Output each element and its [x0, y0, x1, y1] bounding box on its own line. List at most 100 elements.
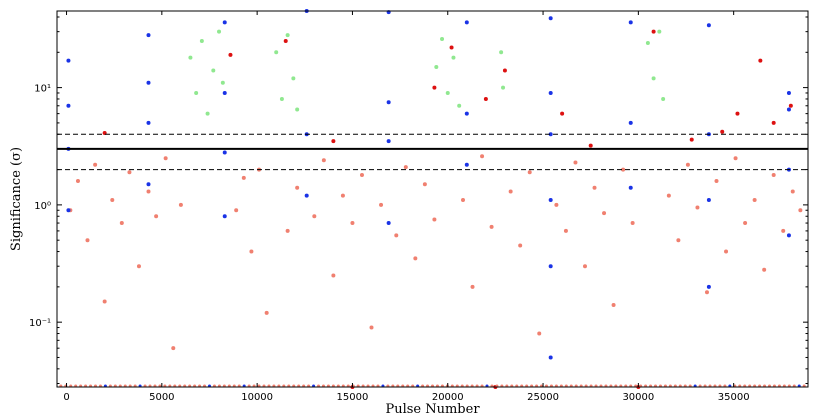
data-point [573, 160, 578, 165]
data-point [758, 58, 763, 63]
data-point [714, 178, 719, 183]
data-point [548, 132, 553, 137]
data-point [685, 162, 690, 167]
data-point [440, 36, 445, 41]
data-point [222, 90, 227, 95]
x-tick-label: 15000 [337, 392, 369, 403]
data-point [304, 193, 309, 198]
data-point [704, 290, 709, 295]
data-point [762, 267, 767, 272]
data-point [295, 185, 300, 190]
data-point [689, 137, 694, 142]
y-tick-label: 10⁰ [34, 201, 51, 212]
data-point [621, 167, 626, 172]
data-point [222, 214, 227, 219]
data-point [449, 45, 454, 50]
data-point [563, 228, 568, 233]
data-point [379, 202, 384, 207]
data-point [386, 100, 391, 105]
data-point [264, 310, 269, 315]
data-point [369, 325, 374, 330]
data-point [554, 202, 559, 207]
data-point [548, 90, 553, 95]
data-point [788, 103, 793, 108]
data-point [489, 224, 494, 229]
data-point [611, 303, 616, 308]
data-point [321, 158, 326, 163]
data-point [464, 20, 469, 25]
data-point [386, 221, 391, 226]
data-point [781, 228, 786, 233]
data-point [205, 111, 210, 116]
data-point [85, 238, 90, 243]
data-point [464, 162, 469, 167]
data-point [283, 38, 288, 43]
data-point [706, 198, 711, 203]
data-point [771, 120, 776, 125]
data-point [340, 193, 345, 198]
data-point [136, 264, 141, 269]
data-point [403, 165, 408, 170]
data-point [228, 52, 233, 57]
data-point [470, 284, 475, 289]
data-point [295, 107, 300, 112]
data-point [66, 103, 71, 108]
data-point [386, 139, 391, 144]
data-point [432, 217, 437, 222]
data-point [602, 211, 607, 216]
x-tick-label: 30000 [622, 392, 654, 403]
data-point [178, 202, 183, 207]
data-point [548, 198, 553, 203]
data-point [119, 221, 124, 226]
data-point [628, 20, 633, 25]
data-point [432, 85, 437, 90]
data-point [93, 162, 98, 167]
data-point [706, 284, 711, 289]
data-point [146, 189, 151, 194]
data-point [171, 346, 176, 351]
points-layer [59, 9, 806, 389]
threshold-lines [57, 133, 808, 171]
data-point [217, 29, 222, 34]
data-point [786, 107, 791, 112]
x-axis-ticks: 0 5000 10000 15000 20000 25000 30000 35000 [63, 11, 750, 403]
data-point [790, 189, 795, 194]
data-point [457, 103, 462, 108]
data-point [163, 156, 168, 161]
y-tick-label: 10⁻¹ [29, 318, 51, 329]
data-point [480, 154, 485, 159]
x-tick-label: 0 [63, 392, 69, 403]
data-point [241, 175, 246, 180]
data-point [154, 214, 159, 219]
data-point [222, 150, 227, 155]
data-point [651, 76, 656, 81]
data-point [676, 238, 681, 243]
data-point [331, 273, 336, 278]
data-point [752, 198, 757, 203]
data-point [592, 185, 597, 190]
data-point [285, 33, 290, 38]
x-tick-label: 20000 [432, 392, 464, 403]
data-point [695, 205, 700, 210]
data-point [434, 64, 439, 69]
data-point [501, 85, 506, 90]
data-point [527, 170, 532, 175]
data-point [234, 208, 239, 213]
data-point [508, 189, 513, 194]
x-tick-label: 25000 [527, 392, 559, 403]
data-point [733, 156, 738, 161]
data-point [798, 208, 803, 213]
data-point [786, 90, 791, 95]
data-point [274, 50, 279, 55]
plot-frame [56, 10, 809, 388]
data-point [720, 129, 725, 134]
data-point [146, 182, 151, 187]
data-point [331, 139, 336, 144]
data-point [548, 264, 553, 269]
data-point [743, 221, 748, 226]
data-point [735, 111, 740, 116]
data-point [537, 331, 542, 336]
data-point [291, 76, 296, 81]
data-point [211, 68, 216, 73]
